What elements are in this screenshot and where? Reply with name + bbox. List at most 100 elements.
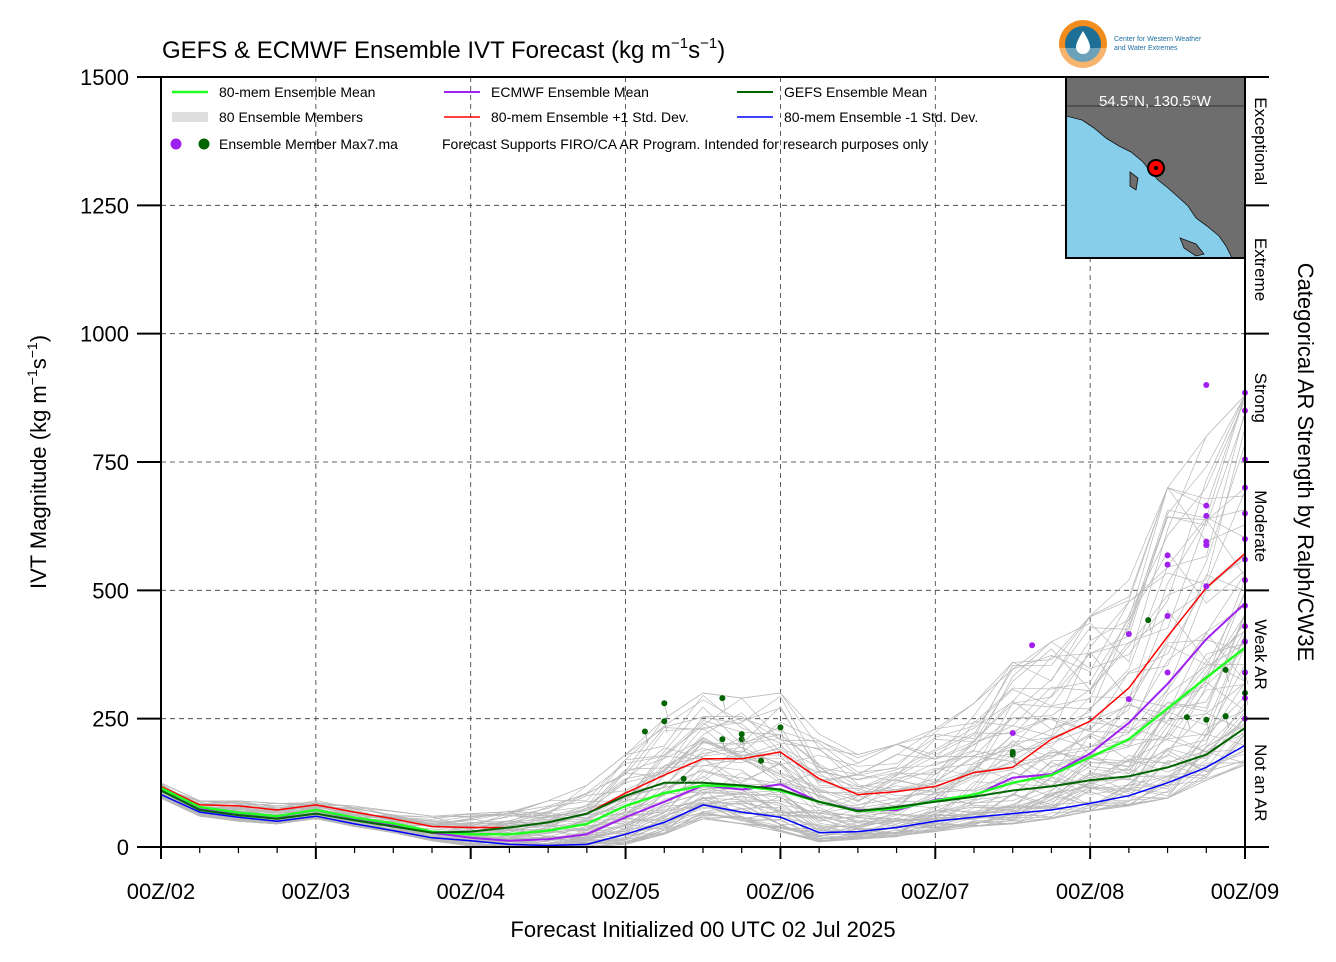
y-tick-label: 1000 bbox=[80, 322, 129, 347]
legend-swatch-members bbox=[172, 112, 208, 122]
ylabel-main: IVT Magnitude (kg m bbox=[26, 385, 51, 589]
y-tick-label: 0 bbox=[117, 835, 129, 860]
max-point-gefs bbox=[738, 731, 745, 738]
ensemble-member-line bbox=[160, 730, 1246, 845]
inset-island-2 bbox=[1179, 237, 1205, 257]
series-line-2 bbox=[160, 646, 1246, 836]
ylabel-exponent-1: −1 bbox=[24, 369, 40, 385]
legend-minus-std: 80-mem Ensemble -1 Std. Dev. bbox=[784, 109, 978, 125]
x-tick-label: 00Z/07 bbox=[901, 879, 970, 904]
max-point-gefs bbox=[680, 775, 687, 782]
location-inset-map: 54.5°N, 130.5°W bbox=[1065, 76, 1246, 259]
max-point-ecmwf bbox=[1125, 630, 1132, 637]
series-line-4 bbox=[160, 744, 1246, 847]
ensemble-member-line bbox=[160, 395, 1246, 833]
ensemble-member-line bbox=[160, 708, 1246, 848]
logo-drop-icon bbox=[1076, 31, 1090, 54]
max-point-ecmwf bbox=[1164, 613, 1171, 619]
ensemble-member-line bbox=[160, 400, 1246, 823]
legend-swatch-max-gefs bbox=[198, 138, 210, 150]
right-axis-label: Categorical AR Strength by Ralph/CW3E bbox=[1293, 263, 1318, 662]
ensemble-member-line bbox=[160, 444, 1246, 825]
legend-members: 80 Ensemble Members bbox=[219, 109, 363, 125]
max-point-gefs bbox=[1183, 714, 1190, 721]
ensemble-member-line bbox=[160, 732, 1246, 839]
inset-location-label: 54.5°N, 130.5°W bbox=[1099, 93, 1212, 110]
ensemble-member-line bbox=[160, 516, 1246, 818]
max-point-gefs bbox=[719, 736, 726, 743]
y-tick-label: 1250 bbox=[80, 193, 129, 218]
ensemble-member-line bbox=[160, 732, 1246, 839]
chart-title: GEFS & ECMWF Ensemble IVT Forecast (kg m… bbox=[162, 35, 725, 64]
max-point-ecmwf bbox=[1164, 561, 1171, 568]
x-tick-label: 00Z/05 bbox=[591, 879, 660, 904]
y-axis-ticks: 0 250 500 750 1000 1250 1500 bbox=[80, 65, 161, 860]
category-label: Exceptional bbox=[1251, 97, 1270, 185]
y-tick-label: 750 bbox=[92, 450, 129, 475]
ensemble-member-line bbox=[160, 711, 1246, 842]
title-exponent-2: −1 bbox=[700, 35, 717, 52]
ensemble-member-line bbox=[160, 395, 1246, 826]
legend-plus-std: 80-mem Ensemble +1 Std. Dev. bbox=[491, 109, 689, 125]
max-point-ecmwf bbox=[1203, 502, 1210, 509]
ensemble-member-line bbox=[160, 733, 1246, 848]
ar-category-axis: Not an AR Weak AR Moderate Strong Extreme Exc… bbox=[1245, 76, 1270, 848]
ensemble-member-line bbox=[160, 589, 1246, 827]
max-point-ecmwf bbox=[1164, 669, 1171, 676]
category-label: Extreme bbox=[1251, 238, 1270, 301]
x-axis-label: Forecast Initialized 00 UTC 02 Jul 2025 bbox=[510, 917, 895, 942]
max-point-gefs bbox=[1203, 716, 1210, 723]
max-point-gefs bbox=[1222, 666, 1229, 673]
x-axis-ticks: 00Z/02 00Z/03 00Z/04 00Z/05 00Z/06 00Z/07 00Z/… bbox=[127, 847, 1280, 904]
max-point-gefs bbox=[661, 718, 668, 725]
max-point-gefs bbox=[719, 695, 726, 702]
y-axis-label: IVT Magnitude (kg m−1s−1) bbox=[24, 335, 51, 589]
y-tick-label: 250 bbox=[92, 707, 129, 732]
ensemble-member-line bbox=[160, 411, 1246, 817]
max-point-gefs bbox=[1222, 713, 1229, 720]
max-point-gefs bbox=[1009, 749, 1016, 756]
inset-frame bbox=[1065, 76, 1246, 259]
ensemble-member-line bbox=[160, 414, 1246, 830]
logo-waves-icon bbox=[1059, 48, 1107, 68]
category-label: Not an AR bbox=[1251, 744, 1270, 822]
category-label: Weak AR bbox=[1251, 619, 1270, 690]
series-lines bbox=[160, 552, 1246, 847]
ylabel-close: ) bbox=[26, 335, 51, 342]
max-point-gefs bbox=[641, 728, 648, 735]
title-close: ) bbox=[717, 37, 725, 64]
legend-max-label: Ensemble Member Max7.ma bbox=[219, 136, 398, 152]
category-label: Moderate bbox=[1251, 490, 1270, 562]
ensemble-member-line bbox=[160, 490, 1246, 817]
y-tick-label: 1500 bbox=[80, 65, 129, 90]
legend-disclaimer: Forecast Supports FIRO/CA AR Program. In… bbox=[442, 136, 928, 152]
max-point-ecmwf bbox=[1203, 583, 1210, 590]
legend-gefs: GEFS Ensemble Mean bbox=[784, 84, 927, 100]
legend-ecmwf: ECMWF Ensemble Mean bbox=[491, 84, 649, 100]
max-point-ecmwf bbox=[1009, 730, 1016, 737]
ensemble-member-line bbox=[160, 605, 1246, 830]
max-point-ecmwf bbox=[1203, 512, 1210, 519]
ensemble-member-line bbox=[160, 395, 1246, 825]
grid-lines bbox=[161, 77, 1245, 847]
title-mid: s bbox=[688, 37, 700, 64]
ensemble-member-line bbox=[160, 724, 1246, 842]
category-label: Strong bbox=[1251, 373, 1270, 423]
cw3e-logo: Center for Western Weather and Water Ext… bbox=[1059, 20, 1202, 68]
max-point-gefs bbox=[1145, 617, 1152, 624]
legend-swatch-max-ecmwf bbox=[170, 138, 182, 150]
series-line-3 bbox=[160, 727, 1246, 834]
legend: 80-mem Ensemble Mean ECMWF Ensemble Mean… bbox=[170, 84, 978, 152]
ensemble-member-line bbox=[160, 644, 1246, 827]
inset-island bbox=[1129, 171, 1139, 191]
series-line-0 bbox=[160, 552, 1246, 829]
logo-line-1: Center for Western Weather bbox=[1114, 36, 1202, 43]
x-tick-label: 00Z/08 bbox=[1056, 879, 1125, 904]
x-tick-label: 00Z/09 bbox=[1211, 879, 1280, 904]
max-point-gefs bbox=[758, 757, 765, 764]
max-point-ecmwf bbox=[1029, 642, 1036, 649]
max-point-gefs bbox=[777, 724, 784, 731]
ylabel-mid: s bbox=[26, 358, 51, 369]
logo-line-2: and Water Extremes bbox=[1114, 45, 1178, 52]
x-tick-label: 00Z/02 bbox=[127, 879, 196, 904]
